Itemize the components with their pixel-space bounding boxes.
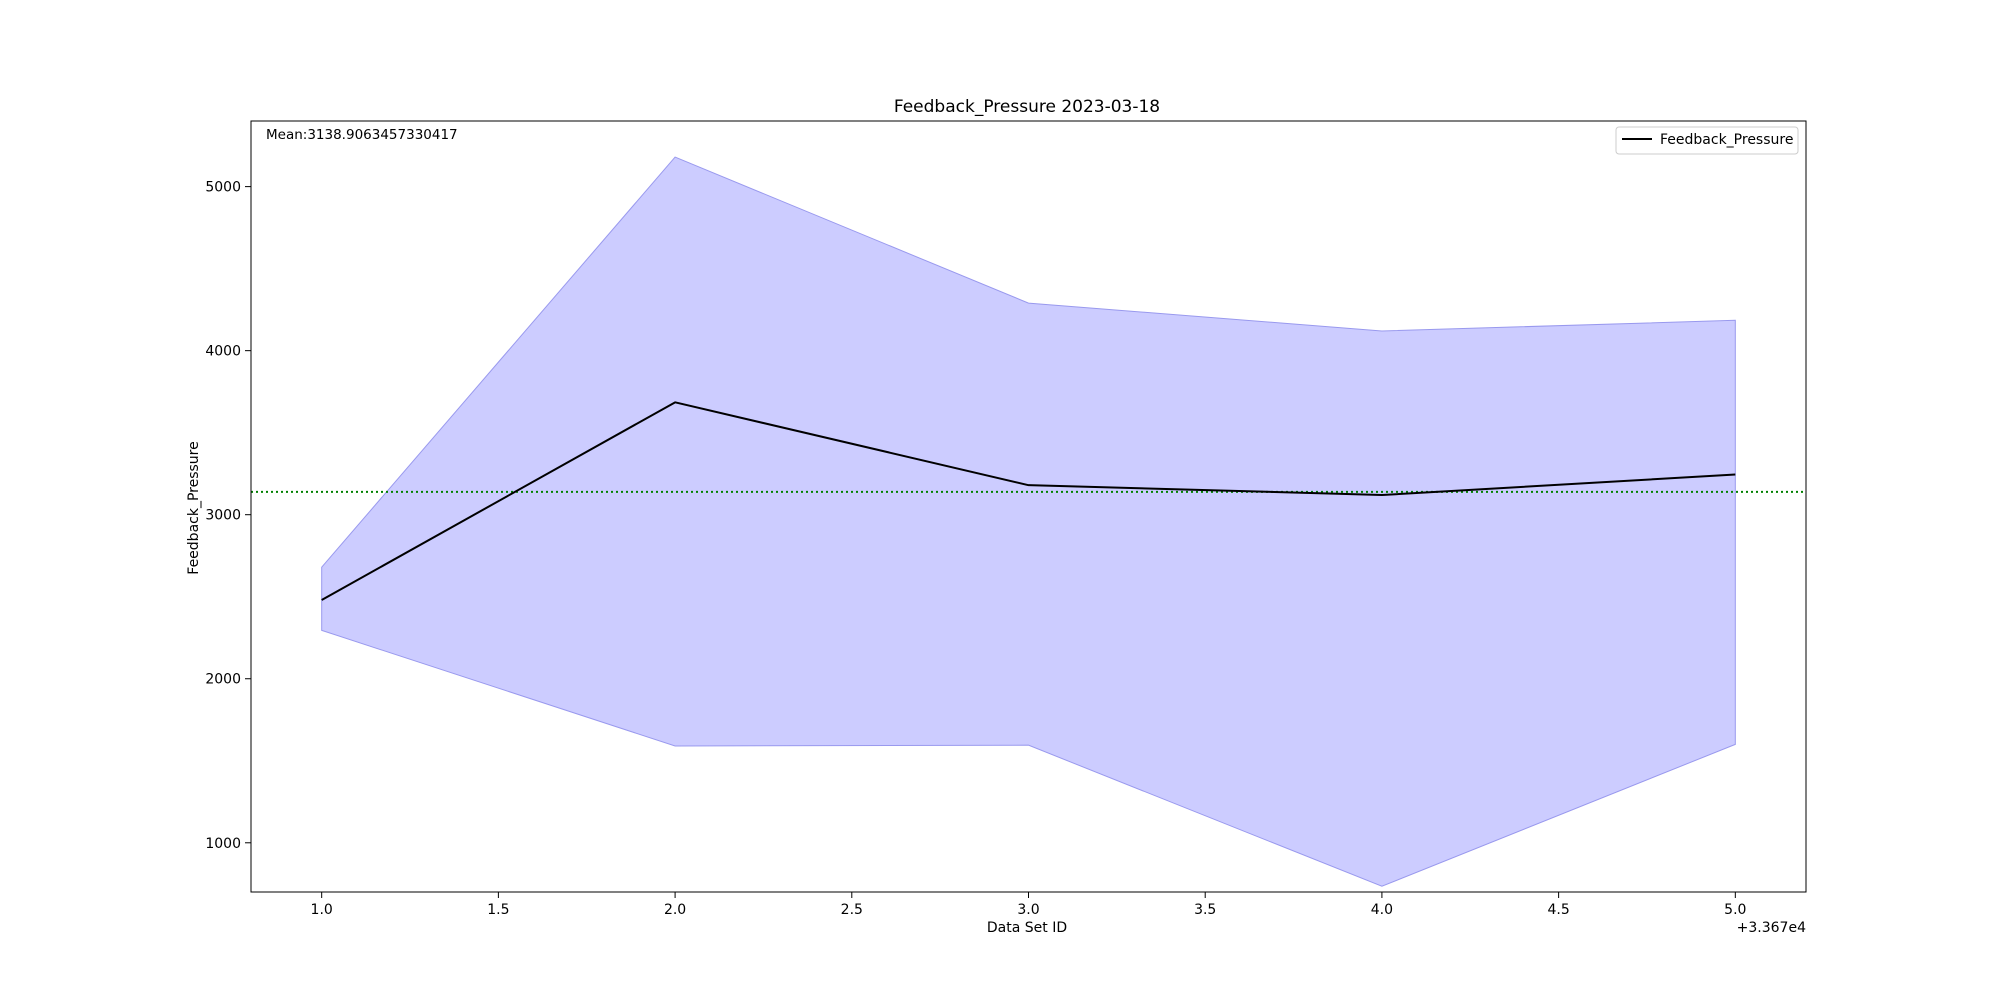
mean-annotation: Mean:3138.9063457330417 [266, 127, 458, 143]
legend: Feedback_Pressure [1616, 127, 1798, 154]
chart-title: Feedback_Pressure 2023-03-18 [894, 97, 1160, 117]
x-tick-label: 3.5 [1194, 902, 1216, 918]
y-axis-label: Feedback_Pressure [186, 441, 202, 574]
x-axis-offset-label: +3.367e4 [1737, 920, 1806, 936]
y-tick-label: 4000 [205, 344, 241, 360]
range-band [322, 157, 1736, 886]
y-tick-label: 3000 [205, 508, 241, 524]
legend-label: Feedback_Pressure [1660, 132, 1793, 148]
x-tick-label: 1.0 [311, 902, 333, 918]
x-tick-label: 4.0 [1371, 902, 1393, 918]
x-tick-label: 3.0 [1017, 902, 1039, 918]
x-tick-label: 4.5 [1547, 902, 1569, 918]
x-tick-label: 5.0 [1724, 902, 1746, 918]
y-tick-label: 2000 [205, 672, 241, 688]
y-tick-label: 5000 [205, 180, 241, 196]
x-axis-label: Data Set ID [987, 920, 1067, 936]
x-tick-label: 2.5 [841, 902, 863, 918]
y-tick-label: 1000 [205, 836, 241, 852]
x-tick-label: 1.5 [487, 902, 509, 918]
plot-area [251, 157, 1806, 886]
x-tick-label: 2.0 [664, 902, 686, 918]
